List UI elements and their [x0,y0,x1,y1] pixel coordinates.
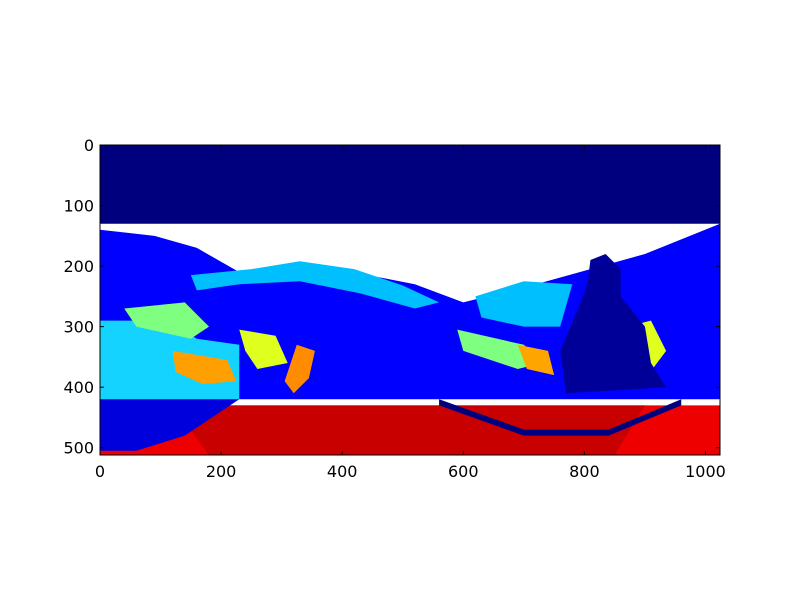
y-tick-label: 200 [63,257,94,276]
y-tick-label: 100 [63,197,94,216]
heatmap-region-yellow-left [239,329,288,370]
heatmap-region-right-ceiling [475,281,573,327]
heatmap-region-floor-shadow [172,405,645,455]
heatmap-region-sky-top [100,145,720,224]
x-tick-label: 600 [448,462,479,481]
y-tick-label: 400 [63,378,94,397]
heatmap-region-orange-right [517,344,555,376]
heatmap-region-ceiling-arc [190,261,440,309]
heatmap-region-left-green [124,302,209,339]
y-tick-label: 300 [63,318,94,337]
x-axis: 0 200 400 600 800 1000 [95,145,726,481]
y-tick-label: 0 [84,136,94,155]
plot-frame [99,144,721,456]
x-tick-label: 0 [95,462,105,481]
y-tick-label: 500 [63,439,94,458]
heatmap-region-green-stripe [457,329,542,370]
x-tick-label: 1000 [685,462,726,481]
heatmap-image [100,145,720,455]
x-tick-label: 800 [569,462,600,481]
y-axis: 0 100 200 300 400 500 [63,136,720,458]
heatmap-region-floor-arc-dark [439,399,682,436]
x-tick-label: 400 [327,462,358,481]
heatmap-region-floor-arc-left [100,399,240,451]
heatmap-region-orange-block [172,350,237,385]
x-tick-label: 200 [206,462,237,481]
heatmap-region-orange-mid [284,344,315,394]
heatmap-region-person [560,253,667,394]
